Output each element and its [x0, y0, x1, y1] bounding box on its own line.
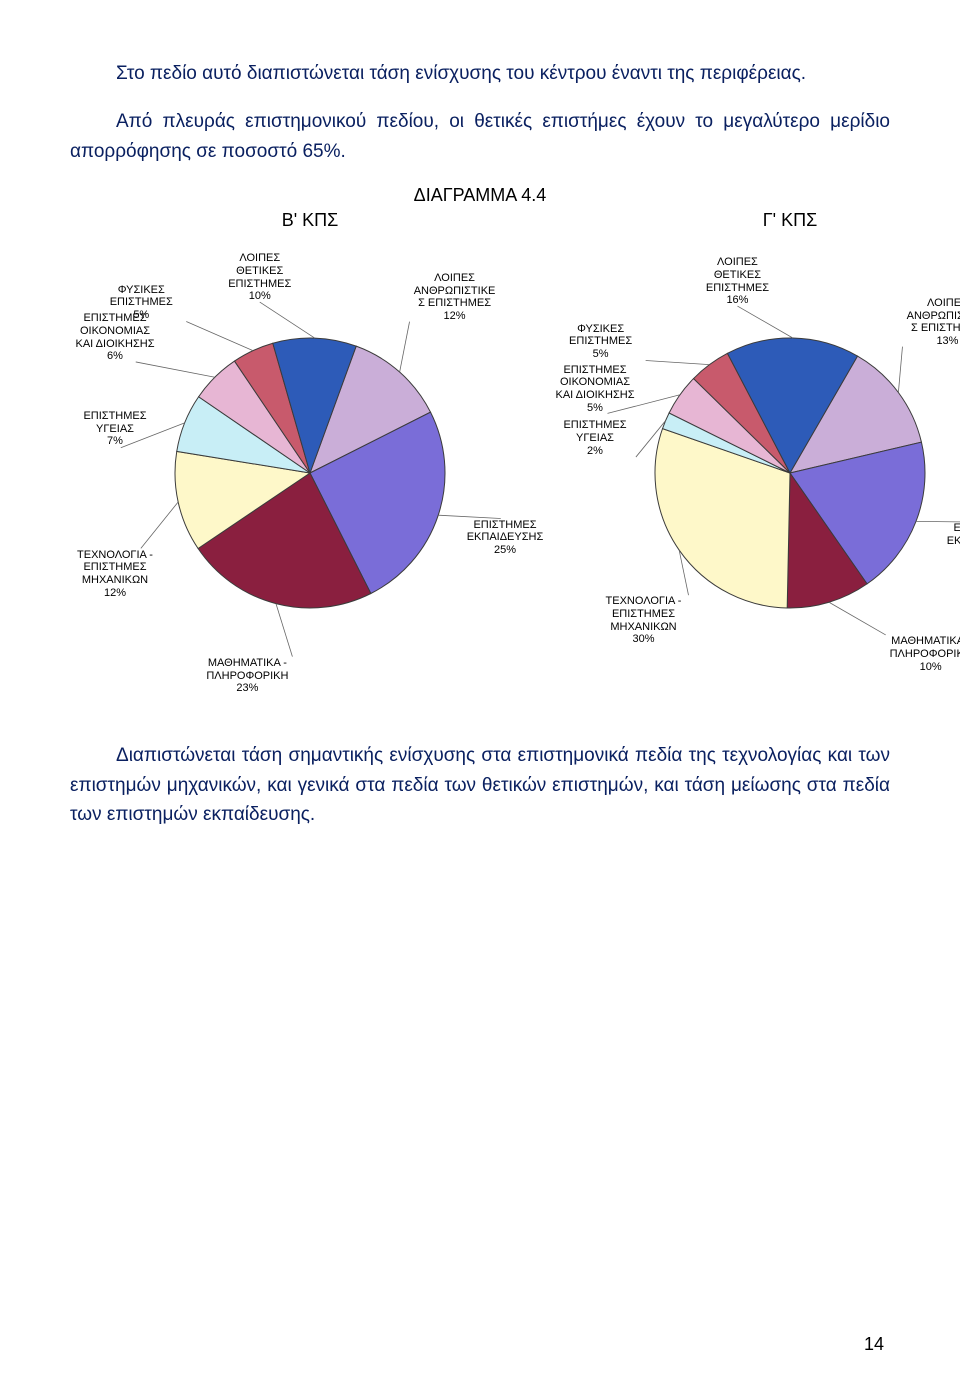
leader-line: [186, 322, 253, 351]
pie-slice-label: ΛΟΙΠΕΣ ΘΕΤΙΚΕΣ ΕΠΙΣΤΗΜΕΣ 10%: [215, 252, 305, 303]
pie-slice-label: ΛΟΙΠΕΣ ΑΝΘΡΩΠΙΣΤΙΚΕ Σ ΕΠΙΣΤΗΜΕΣ 12%: [410, 272, 500, 323]
leader-line: [737, 306, 792, 338]
leader-line: [400, 322, 410, 372]
leader-line: [276, 604, 292, 657]
chart-b-col: Β' ΚΠΣ ΛΟΙΠΕΣ ΑΝΘΡΩΠΙΣΤΙΚΕ Σ ΕΠΙΣΤΗΜΕΣ 1…: [70, 210, 550, 713]
pie-slice-label: ΜΑΘΗΜΑΤΙΚΑ - ΠΛΗΡΟΦΟΡΙΚΗ 10%: [886, 635, 960, 673]
pie-slice-label: ΤΕΧΝΟΛΟΓΙΑ - ΕΠΙΣΤΗΜΕΣ ΜΗΧΑΝΙΚΩΝ 30%: [599, 595, 689, 646]
leader-line: [646, 361, 710, 365]
pie-chart-b: ΛΟΙΠΕΣ ΑΝΘΡΩΠΙΣΤΙΚΕ Σ ΕΠΙΣΤΗΜΕΣ 12% ΕΠΙΣΤ…: [70, 233, 550, 713]
page-number: 14: [864, 1334, 884, 1355]
chart-g-title: Γ' ΚΠΣ: [550, 210, 960, 231]
leader-line: [898, 347, 902, 393]
pie-slice-label: ΜΑΘΗΜΑΤΙΚΑ - ΠΛΗΡΟΦΟΡΙΚΗ 23%: [202, 657, 292, 695]
pie-slice-label: ΛΟΙΠΕΣ ΘΕΤΙΚΕΣ ΕΠΙΣΤΗΜΕΣ 16%: [692, 256, 782, 307]
chart-g-col: Γ' ΚΠΣ ΛΟΙΠΕΣ ΑΝΘΡΩΠΙΣΤΙΚΕ Σ ΕΠΙΣΤΗΜΕΣ 1…: [550, 210, 960, 713]
leader-line: [260, 302, 315, 338]
leader-line: [829, 603, 886, 636]
pie-slice-label: ΛΟΙΠΕΣ ΑΝΘΡΩΠΙΣΤΙΚΕ Σ ΕΠΙΣΤΗΜΕΣ 13%: [902, 297, 960, 348]
paragraph-conclusion: Διαπιστώνεται τάση σημαντικής ενίσχυσης …: [70, 741, 890, 829]
paragraph-1: Στο πεδίο αυτό διαπιστώνεται τάση ενίσχυ…: [70, 59, 890, 88]
paragraph-2: Από πλευράς επιστημονικού πεδίου, οι θετ…: [70, 107, 890, 166]
charts-row: Β' ΚΠΣ ΛΟΙΠΕΣ ΑΝΘΡΩΠΙΣΤΙΚΕ Σ ΕΠΙΣΤΗΜΕΣ 1…: [70, 210, 890, 713]
pie-slice-label: ΦΥΣΙΚΕΣ ΕΠΙΣΤΗΜΕΣ 5%: [556, 323, 646, 361]
pie-slice-label: ΦΥΣΙΚΕΣ ΕΠΙΣΤΗΜΕΣ 5%: [96, 284, 186, 322]
pie-slice-label: ΕΠΙΣΤΗΜΕΣ ΟΙΚΟΝΟΜΙΑΣ ΚΑΙ ΔΙΟΙΚΗΣΗΣ 5%: [550, 364, 640, 415]
chart-b-title: Β' ΚΠΣ: [70, 210, 550, 231]
pie-slice-label: ΕΠΙΣΤΗΜΕΣ ΥΓΕΙΑΣ 7%: [70, 410, 160, 448]
pie-chart-g: ΛΟΙΠΕΣ ΑΝΘΡΩΠΙΣΤΙΚΕ Σ ΕΠΙΣΤΗΜΕΣ 13% ΕΠΙΣΤ…: [550, 233, 960, 713]
leader-line: [136, 362, 215, 377]
pie-slice-label: ΕΠΙΣΤΗΜΕΣ ΕΚΠΑΙΔΕΥΣΗΣ 19%: [940, 522, 960, 560]
pie-slice-label: ΤΕΧΝΟΛΟΓΙΑ - ΕΠΙΣΤΗΜΕΣ ΜΗΧΑΝΙΚΩΝ 12%: [70, 549, 160, 600]
pie-slice-label: ΕΠΙΣΤΗΜΕΣ ΥΓΕΙΑΣ 2%: [550, 419, 640, 457]
diagram-title: ΔΙΑΓΡΑΜΜΑ 4.4: [70, 185, 890, 206]
leader-line: [141, 502, 178, 548]
pie-slice-label: ΕΠΙΣΤΗΜΕΣ ΕΚΠΑΙΔΕΥΣΗΣ 25%: [460, 519, 550, 557]
